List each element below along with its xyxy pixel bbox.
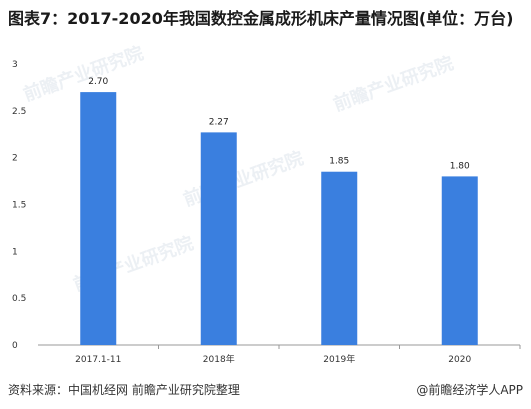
y-tick-label: 0.5 <box>12 294 26 304</box>
chart-title: 图表7：2017-2020年我国数控金属成形机床产量情况图(单位：万台) <box>8 9 514 28</box>
x-tick-label: 2019年 <box>323 353 355 365</box>
x-tick-label: 2017.1-11 <box>75 355 121 365</box>
y-tick-label: 2.5 <box>12 107 26 117</box>
y-tick-label: 0 <box>12 341 18 351</box>
bar <box>80 92 117 345</box>
y-tick-label: 1 <box>12 247 18 257</box>
footer: 资料来源：中国机经网 前瞻产业研究院整理 @前瞻经济学人APP <box>8 378 523 402</box>
bar-chart: 0 0.5 1 1.5 2 2.5 3 2.70 2017.1-11 2.27 2018年 1.85 2… <box>12 60 521 365</box>
y-tick-label: 3 <box>12 60 18 70</box>
brand-label: @前瞻经济学人APP <box>416 383 523 397</box>
data-label: 1.80 <box>450 161 470 171</box>
y-tick-label: 2 <box>12 154 18 164</box>
bar <box>441 176 478 345</box>
bar <box>200 132 237 345</box>
y-tick-label: 1.5 <box>12 201 26 211</box>
data-label: 1.85 <box>329 157 349 167</box>
data-label: 2.27 <box>209 117 229 127</box>
bar <box>321 171 358 345</box>
x-tick-label: 2018年 <box>203 353 235 365</box>
x-tick-label: 2020 <box>448 355 471 365</box>
source-note: 资料来源：中国机经网 前瞻产业研究院整理 <box>8 383 240 397</box>
data-label: 2.70 <box>88 77 108 87</box>
